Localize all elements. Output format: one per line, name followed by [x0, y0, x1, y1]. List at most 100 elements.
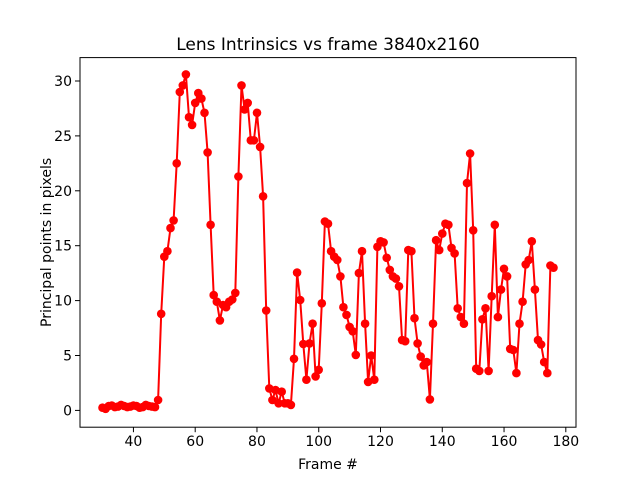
data-point-marker — [240, 105, 249, 114]
data-point-marker — [391, 274, 401, 283]
data-point-marker — [351, 350, 361, 360]
data-point-marker — [543, 368, 552, 378]
data-point-marker — [496, 285, 506, 294]
data-point-marker — [292, 268, 302, 277]
y-tick-label: 15 — [54, 239, 72, 255]
data-point-marker — [209, 290, 218, 300]
data-point-marker — [527, 237, 537, 246]
data-point-marker — [348, 327, 358, 336]
data-point-marker — [277, 387, 287, 397]
y-tick-label: 25 — [54, 129, 72, 145]
data-point-marker — [231, 288, 240, 298]
data-point-marker — [333, 255, 342, 265]
y-tick-label: 10 — [54, 294, 72, 310]
data-point-marker — [434, 245, 444, 255]
data-point-marker — [249, 136, 259, 145]
data-point-marker — [512, 368, 521, 378]
data-point-marker — [475, 366, 484, 376]
data-point-marker — [456, 312, 466, 322]
data-point-marker — [444, 220, 453, 230]
y-tick-label: 5 — [63, 348, 72, 364]
data-point-marker — [181, 70, 191, 79]
chart-title: Lens Intrinsics vs frame 3840x2160 — [176, 35, 480, 55]
data-point-marker — [524, 255, 533, 265]
data-point-marker — [234, 172, 243, 181]
data-point-marker — [509, 345, 518, 355]
data-point-marker — [493, 312, 503, 322]
data-point-marker — [453, 304, 463, 313]
data-point-marker — [166, 223, 175, 233]
data-point-marker — [258, 192, 268, 201]
data-point-marker — [243, 98, 252, 108]
data-point-marker — [274, 399, 283, 408]
data-point-marker — [502, 272, 512, 281]
y-tick-label: 20 — [54, 184, 72, 200]
data-series-principal-points — [98, 70, 558, 414]
data-point-marker — [317, 299, 327, 308]
data-point-marker — [450, 249, 459, 258]
data-point-marker — [354, 268, 364, 278]
data-point-marker — [336, 272, 345, 281]
x-axis-label: Frame # — [298, 457, 358, 473]
data-point-marker — [153, 395, 163, 405]
data-point-marker — [536, 340, 546, 349]
x-tick-label: 40 — [125, 434, 143, 450]
data-point-marker — [295, 295, 305, 305]
data-point-marker — [370, 375, 379, 385]
data-point-marker — [407, 246, 416, 256]
data-point-marker — [156, 309, 166, 319]
data-point-marker — [286, 400, 296, 410]
data-point-marker — [261, 306, 271, 315]
data-point-marker — [323, 219, 333, 228]
data-point-marker — [163, 246, 172, 256]
data-point-marker — [468, 226, 478, 235]
data-point-marker — [302, 375, 311, 385]
data-point-marker — [150, 402, 160, 412]
data-point-marker — [169, 216, 178, 225]
data-point-marker — [382, 253, 392, 263]
data-point-marker — [197, 94, 206, 103]
data-point-marker — [175, 87, 185, 97]
axes-spines — [79, 57, 577, 428]
data-point-marker — [484, 366, 493, 376]
data-point-marker — [339, 302, 348, 312]
data-point-marker — [379, 238, 388, 247]
y-axis-label: Principal points in pixels — [39, 158, 55, 327]
data-point-marker — [206, 220, 215, 230]
x-tick-label: 140 — [429, 434, 456, 450]
data-point-marker — [539, 357, 549, 367]
data-point-marker — [299, 339, 308, 349]
data-point-marker — [190, 98, 200, 108]
data-point-marker — [530, 285, 540, 294]
data-point-marker — [425, 395, 435, 404]
data-point-marker — [462, 178, 472, 188]
data-point-marker — [184, 112, 194, 122]
data-point-marker — [215, 316, 225, 325]
data-point-marker — [431, 235, 441, 245]
data-point-marker — [187, 120, 197, 130]
data-point-marker — [366, 351, 376, 360]
data-point-marker — [487, 291, 497, 301]
data-point-marker — [308, 319, 317, 329]
y-tick-label: 0 — [63, 403, 72, 419]
data-point-marker — [459, 319, 469, 329]
data-point-marker — [178, 81, 188, 90]
data-point-marker — [394, 282, 404, 291]
data-point-marker — [413, 339, 422, 348]
x-tick-label: 80 — [248, 434, 266, 450]
y-tick-label: 30 — [54, 74, 72, 90]
y-axis-ticks: 0 5 10 15 20 25 30 — [54, 74, 80, 419]
data-point-marker — [228, 295, 237, 304]
data-point-marker — [400, 336, 410, 346]
x-tick-label: 100 — [305, 434, 332, 450]
data-point-marker — [255, 142, 265, 152]
data-point-marker — [172, 159, 181, 168]
data-point-marker — [490, 220, 500, 230]
data-point-marker — [252, 108, 262, 118]
data-point-marker — [518, 297, 527, 307]
x-tick-label: 60 — [186, 434, 204, 450]
data-point-marker — [499, 264, 509, 274]
data-point-marker — [311, 372, 320, 381]
